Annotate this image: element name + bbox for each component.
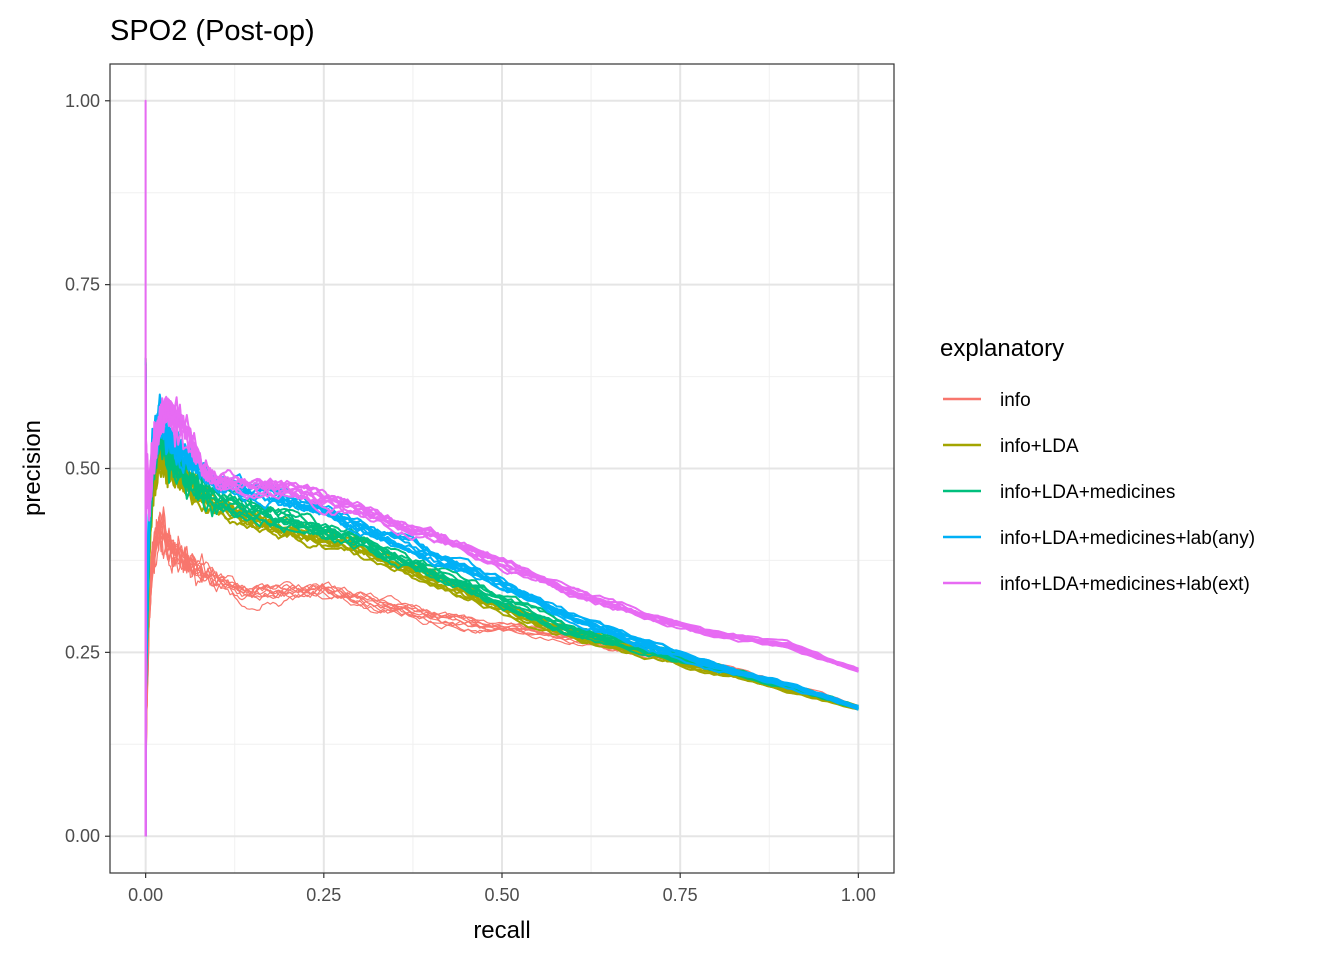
x-tick-label: 0.25 (306, 885, 341, 905)
legend-label: info (1000, 390, 1031, 411)
legend-label: info+LDA+medicines+lab(any) (1000, 528, 1255, 549)
y-tick-label: 0.50 (65, 459, 100, 479)
y-axis-title: precision (19, 420, 46, 516)
x-tick-label: 0.50 (484, 885, 519, 905)
axes: 0.00 0.25 0.50 0.75 1.00 0.00 0.25 0.50 0.75 1.00 (65, 91, 876, 905)
y-tick-label: 0.25 (65, 642, 100, 662)
x-tick-label: 0.75 (663, 885, 698, 905)
legend-label: info+LDA (1000, 436, 1079, 457)
chart-title: SPO2 (Post-op) (110, 15, 315, 47)
x-tick-label: 1.00 (841, 885, 876, 905)
legend-title: explanatory (940, 335, 1064, 362)
plot-lines (144, 99, 859, 837)
y-tick-label: 0.00 (65, 826, 100, 846)
legend-label: info+LDA+medicines+lab(ext) (1000, 574, 1250, 595)
series-line (144, 366, 859, 837)
y-tick-label: 1.00 (65, 91, 100, 111)
series-line (144, 378, 859, 837)
x-axis-title: recall (473, 917, 530, 944)
legend-label: info+LDA+medicines (1000, 482, 1175, 503)
legend: explanatory info info+LDA info+LDA+medicin… (940, 335, 1255, 595)
x-tick-label: 0.00 (128, 885, 163, 905)
y-tick-label: 0.75 (65, 275, 100, 295)
